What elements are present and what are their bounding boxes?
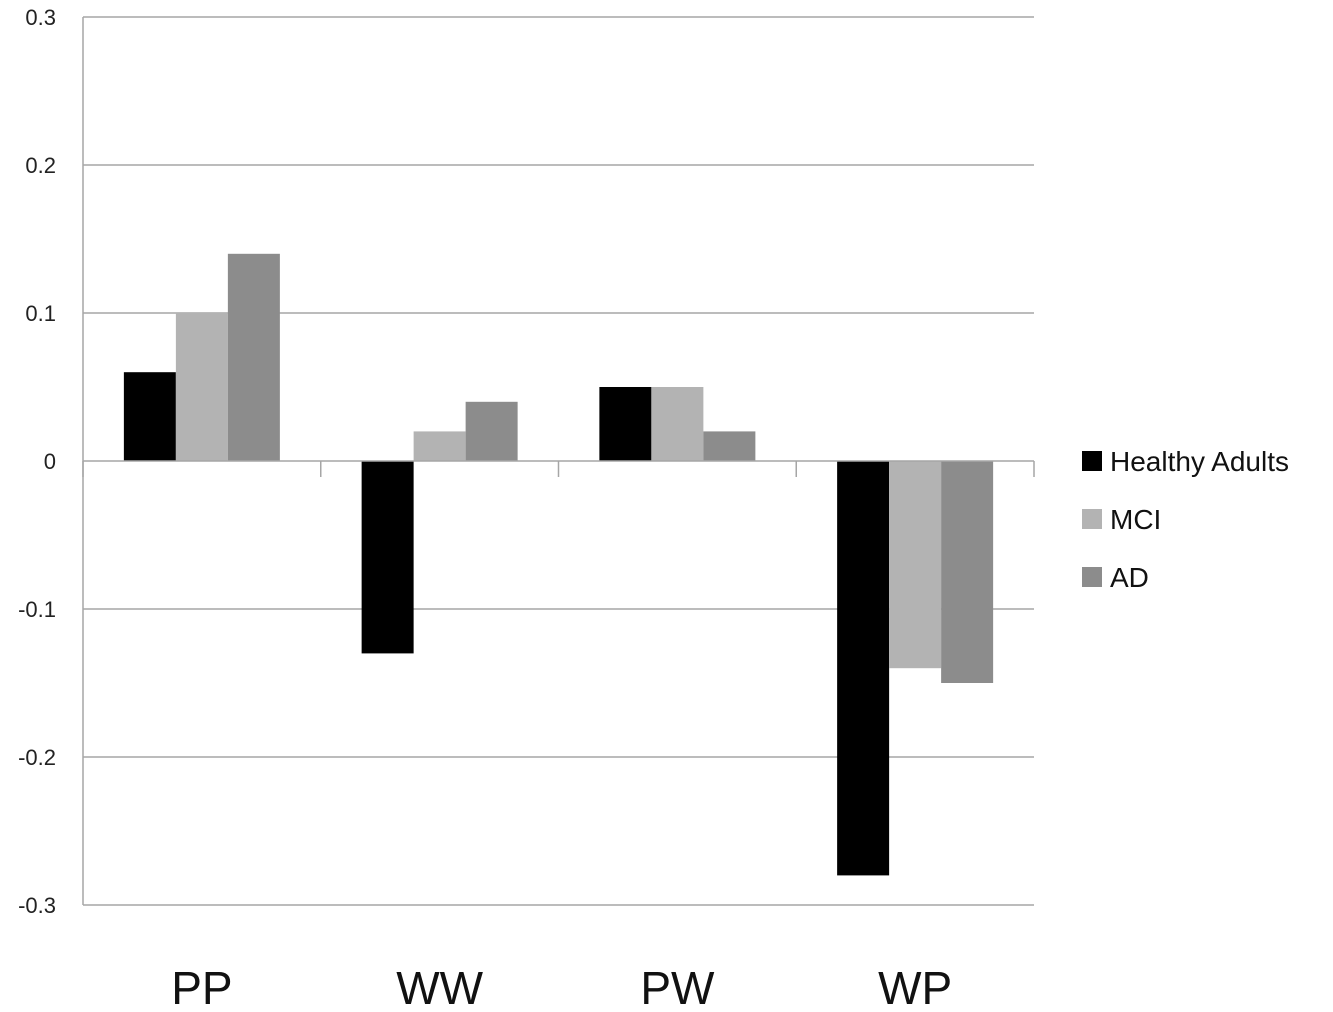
bar-wp-healthy-adults <box>837 461 890 876</box>
legend-label: AD <box>1110 562 1149 593</box>
y-tick-label: -0.2 <box>18 745 56 770</box>
y-tick-label: -0.3 <box>18 893 56 918</box>
bar-pp-ad <box>227 253 280 461</box>
bar-pw-healthy-adults <box>599 387 652 461</box>
bar-wp-mci <box>889 461 942 669</box>
bar-pp-mci <box>175 313 228 461</box>
x-category-label: WP <box>878 962 952 1012</box>
bar-pw-ad <box>703 431 756 461</box>
axes: 0.3 0.2 0.1 0 -0.1 -0.2 -0.3 PP WW PW WP <box>18 5 1035 1012</box>
bar-ww-mci <box>413 431 466 461</box>
bar-ww-ad <box>465 401 518 461</box>
x-category-label: WW <box>396 962 483 1012</box>
bar-wp-ad <box>941 461 994 683</box>
legend-swatch <box>1082 567 1102 587</box>
bar-pw-mci <box>651 387 704 461</box>
legend-label: MCI <box>1110 504 1161 535</box>
y-tick-label: 0.1 <box>25 301 56 326</box>
legend-swatch <box>1082 509 1102 529</box>
y-tick-label: 0.3 <box>25 5 56 30</box>
legend: Healthy Adults MCI AD <box>1082 446 1289 593</box>
bar-ww-healthy-adults <box>361 461 414 654</box>
x-category-label: PW <box>640 962 715 1012</box>
y-tick-label: 0.2 <box>25 153 56 178</box>
y-tick-label: 0 <box>44 449 56 474</box>
y-tick-label: -0.1 <box>18 597 56 622</box>
bar-pp-healthy-adults <box>123 372 176 461</box>
x-category-label: PP <box>171 962 232 1012</box>
legend-label: Healthy Adults <box>1110 446 1289 477</box>
bars <box>123 253 994 876</box>
legend-swatch <box>1082 451 1102 471</box>
